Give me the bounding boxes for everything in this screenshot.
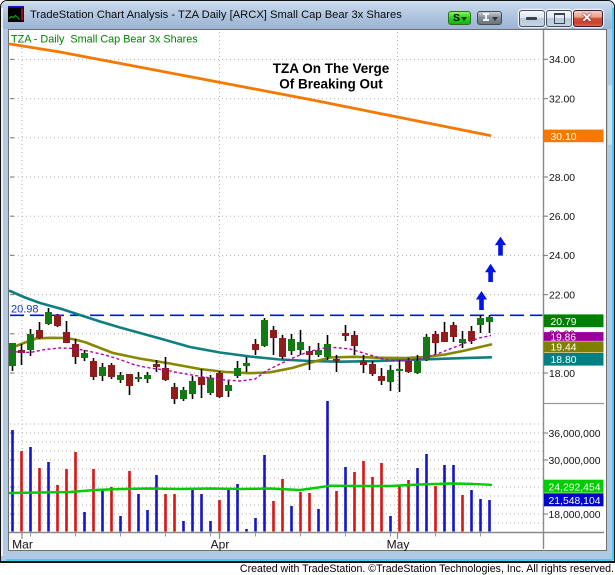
svg-text:20.79: 20.79: [551, 317, 577, 328]
svg-text:30.10: 30.10: [551, 132, 577, 143]
svg-text:32.00: 32.00: [549, 94, 575, 105]
svg-text:28.00: 28.00: [549, 173, 575, 184]
svg-text:24,292,454: 24,292,454: [549, 482, 601, 493]
svg-text:30,000,000: 30,000,000: [549, 456, 601, 467]
svg-text:TZA - Daily Small Cap Bear 3x: TZA - Daily Small Cap Bear 3x Shares: [11, 34, 198, 46]
svg-text:18.80: 18.80: [551, 355, 577, 366]
svg-text:19.44: 19.44: [551, 343, 577, 354]
svg-text:21,548,104: 21,548,104: [549, 496, 601, 507]
svg-text:34.00: 34.00: [549, 55, 575, 66]
svg-text:18,000,000: 18,000,000: [549, 510, 601, 521]
svg-text:24.00: 24.00: [549, 251, 575, 262]
svg-text:26.00: 26.00: [549, 212, 575, 223]
svg-text:18.00: 18.00: [549, 369, 575, 380]
svg-text:TZA On The Verge: TZA On The Verge: [273, 61, 390, 76]
svg-text:Mar: Mar: [12, 538, 33, 552]
svg-text:19.86: 19.86: [551, 332, 577, 343]
svg-text:22.00: 22.00: [549, 290, 575, 301]
svg-text:36,000,000: 36,000,000: [549, 429, 601, 440]
svg-text:Apr: Apr: [211, 538, 230, 552]
svg-text:May: May: [387, 538, 410, 552]
svg-text:Of Breaking Out: Of Breaking Out: [279, 77, 383, 92]
svg-text:20.98: 20.98: [11, 304, 39, 316]
